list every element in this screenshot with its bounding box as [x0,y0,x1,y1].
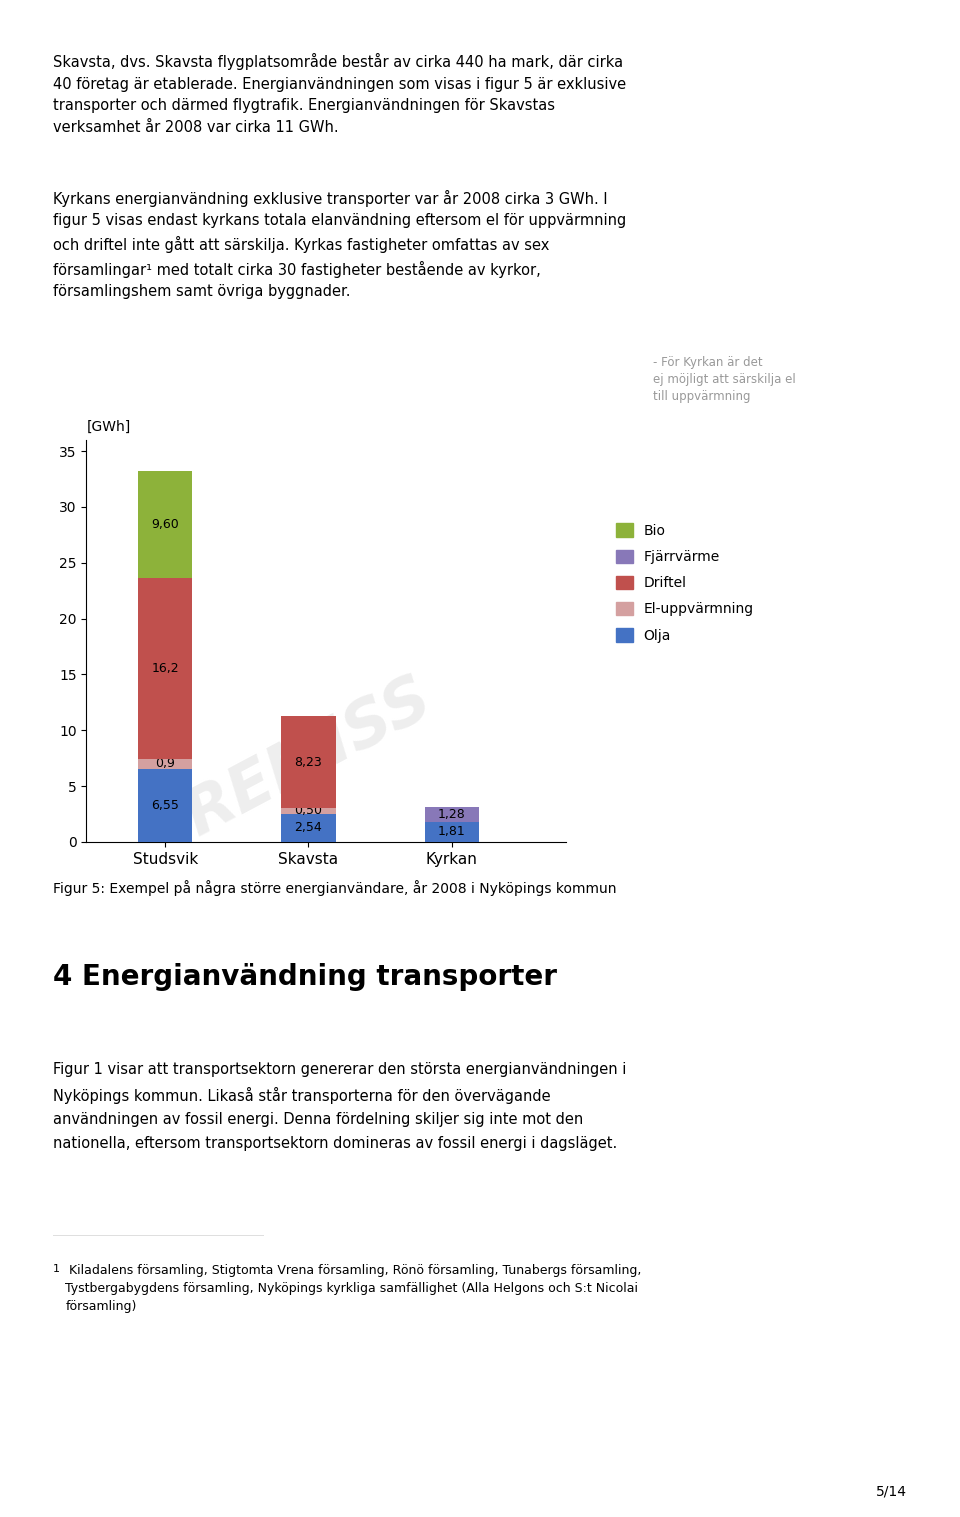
Text: 1,81: 1,81 [438,825,466,839]
Legend: Bio, Fjärrvärme, Driftel, El-uppvärmning, Olja: Bio, Fjärrvärme, Driftel, El-uppvärmning… [612,519,758,646]
Text: 6,55: 6,55 [152,799,180,812]
Text: 1,28: 1,28 [438,809,466,821]
Text: REMISS: REMISS [175,667,443,850]
Bar [138,758,192,769]
Text: [GWh]: [GWh] [86,420,131,434]
Bar [424,822,479,842]
Bar [138,470,192,578]
Bar [138,578,192,758]
Text: Figur 1 visar att transportsektorn genererar den största energianvändningen i
Ny: Figur 1 visar att transportsektorn gener… [53,1062,626,1150]
Text: 0,50: 0,50 [295,804,323,818]
Text: 5/14: 5/14 [876,1485,907,1499]
Text: 2,54: 2,54 [295,821,323,834]
Bar [424,807,479,822]
Text: Kyrkans energianvändning exklusive transporter var år 2008 cirka 3 GWh. I
figur : Kyrkans energianvändning exklusive trans… [53,190,626,299]
Bar [281,716,336,809]
Text: Figur 5: Exempel på några större energianvändare, år 2008 i Nyköpings kommun: Figur 5: Exempel på några större energia… [53,880,616,897]
Text: 9,60: 9,60 [152,517,180,531]
Text: 1: 1 [53,1264,60,1274]
Text: 8,23: 8,23 [295,755,323,769]
Bar [138,769,192,842]
Bar [281,813,336,842]
Text: Kiladalens församling, Stigtomta Vrena församling, Rönö församling, Tunabergs fö: Kiladalens församling, Stigtomta Vrena f… [65,1264,641,1312]
Text: 0,9: 0,9 [156,757,175,771]
Text: Skavsta, dvs. Skavsta flygplatsområde består av cirka 440 ha mark, där cirka
40 : Skavsta, dvs. Skavsta flygplatsområde be… [53,53,626,135]
Text: - För Kyrkan är det
ej möjligt att särskilja el
till uppvärmning: - För Kyrkan är det ej möjligt att särsk… [653,356,796,404]
Text: 4 Energianvändning transporter: 4 Energianvändning transporter [53,963,557,991]
Bar [281,809,336,813]
Text: 16,2: 16,2 [152,661,179,675]
